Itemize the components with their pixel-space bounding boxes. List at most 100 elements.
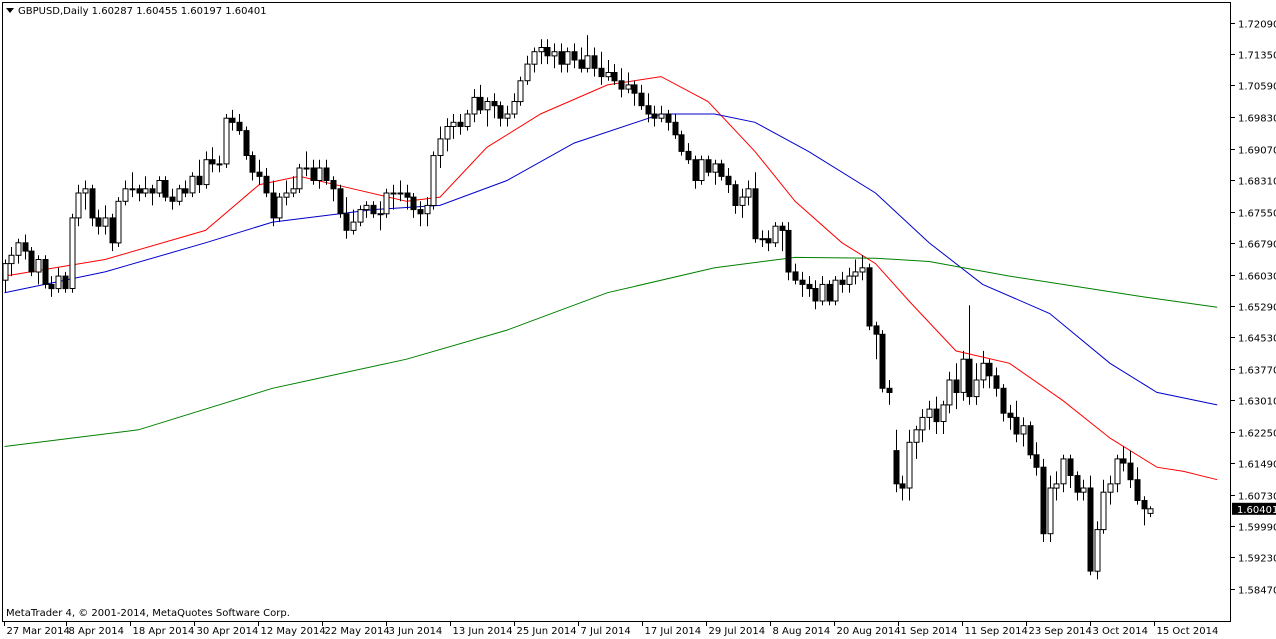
candle: [1067, 454, 1074, 488]
candle-body: [665, 113, 672, 123]
candle: [538, 39, 545, 65]
time-tick-label: 3 Oct 2014: [1093, 626, 1148, 637]
candle-body: [551, 51, 558, 57]
candle: [651, 105, 658, 127]
price-tick-label: 1.64530: [1238, 334, 1276, 345]
candle-body: [946, 379, 953, 406]
price-tag-box: [1232, 502, 1276, 515]
candle-body: [270, 192, 277, 219]
candle-body: [1141, 500, 1148, 510]
candle: [203, 151, 210, 189]
collapse-triangle-icon[interactable]: [6, 8, 14, 13]
candle-body: [1013, 416, 1020, 435]
candle-body: [893, 450, 900, 485]
candle-body: [1053, 483, 1060, 489]
candle: [229, 109, 236, 131]
candle-body: [772, 225, 779, 244]
candle: [986, 359, 993, 389]
candle-body: [1080, 487, 1087, 493]
candle: [129, 172, 136, 198]
candle-body: [873, 325, 880, 335]
candle-body: [1060, 458, 1067, 485]
candle: [109, 213, 116, 252]
candle-body: [544, 47, 551, 57]
candlesticks: [2, 35, 1154, 580]
candle-body: [598, 67, 605, 78]
candle: [605, 60, 612, 81]
candle-body: [685, 150, 692, 161]
candle: [75, 184, 82, 227]
candle-body: [806, 283, 813, 290]
candle: [732, 180, 739, 214]
candle: [115, 197, 122, 247]
candle-body: [444, 126, 451, 140]
time-tick-label: 22 May 2014: [325, 626, 390, 637]
symbol-header: GBPUSD,Daily 1.60287 1.60455 1.60197 1.6…: [6, 6, 267, 17]
candle-body: [109, 217, 116, 244]
candle-body: [986, 362, 993, 377]
candle-body: [1020, 425, 1027, 435]
candle-body: [236, 121, 243, 132]
candle: [866, 263, 873, 331]
candle: [578, 47, 585, 73]
candle: [457, 114, 464, 135]
candle-body: [330, 180, 337, 190]
candle: [1094, 521, 1101, 580]
candle: [712, 159, 719, 185]
candle-body: [156, 180, 163, 194]
candle: [270, 180, 277, 227]
candle-body: [397, 192, 404, 195]
candle-body: [605, 72, 612, 78]
candle-body: [162, 180, 169, 198]
candle-body: [739, 196, 746, 206]
candle-body: [658, 113, 665, 119]
candle: [1040, 458, 1047, 542]
candle-body: [933, 408, 940, 423]
candle-body: [102, 217, 109, 227]
candle-body: [846, 275, 853, 285]
candle-body: [1087, 487, 1094, 572]
candle: [953, 363, 960, 410]
candle-body: [886, 387, 893, 393]
candle-body: [69, 217, 76, 289]
candle-body: [169, 196, 176, 202]
time-tick-label: 8 Apr 2014: [69, 626, 124, 637]
candle: [571, 43, 578, 69]
candle: [806, 276, 813, 297]
candle-body: [718, 163, 725, 177]
copyright-text: MetaTrader 4, © 2001-2014, MetaQuotes So…: [6, 608, 290, 619]
candle: [645, 93, 652, 123]
candle: [993, 367, 1000, 397]
candle-body: [182, 188, 189, 194]
candle-body: [95, 217, 102, 227]
time-tick-label: 7 Jul 2014: [581, 626, 631, 637]
candle-body: [1007, 412, 1014, 418]
candle-body: [82, 188, 89, 194]
candle: [95, 209, 102, 235]
time-tick-label: 12 May 2014: [261, 626, 326, 637]
candle: [899, 475, 906, 501]
symbol-line: GBPUSD,Daily 1.60287 1.60455 1.60197 1.6…: [18, 6, 267, 17]
price-tick-label: 1.63010: [1238, 397, 1276, 408]
candle: [966, 305, 973, 405]
candle: [343, 197, 350, 239]
candle-body: [504, 113, 511, 119]
price-tick-label: 1.62250: [1238, 429, 1276, 440]
candle-body: [430, 155, 437, 207]
candle: [48, 276, 55, 297]
candle: [1120, 446, 1127, 472]
candle: [879, 330, 886, 393]
candle: [176, 184, 183, 206]
candle-body: [1107, 483, 1114, 493]
candle: [792, 263, 799, 285]
candle: [511, 93, 518, 119]
candle: [283, 180, 290, 206]
candle-body: [75, 192, 82, 219]
candle-body: [571, 51, 578, 61]
candle: [1107, 475, 1114, 505]
candle-body: [953, 379, 960, 393]
candle-body: [42, 259, 49, 285]
